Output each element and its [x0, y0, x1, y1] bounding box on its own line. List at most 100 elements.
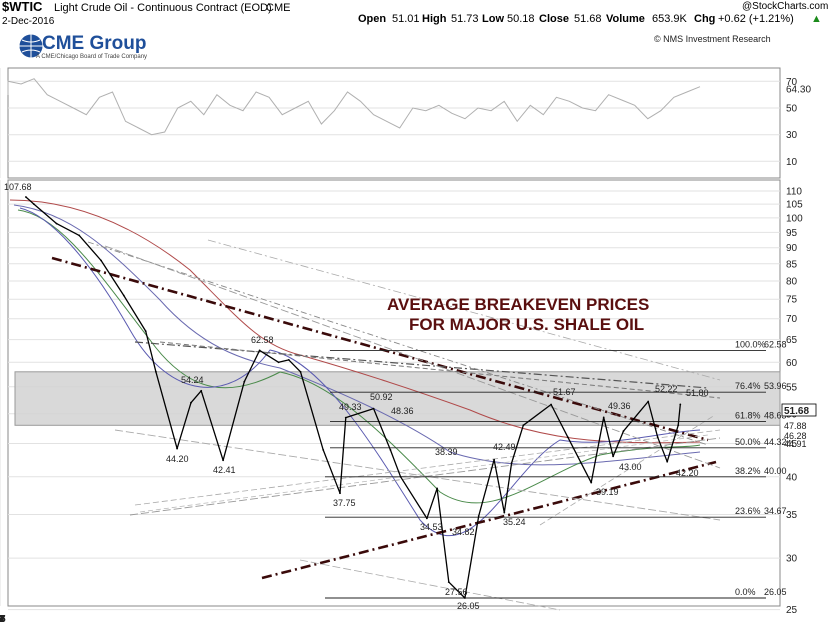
price-point [287, 359, 290, 361]
trend-line [539, 414, 716, 526]
price-point [122, 294, 125, 297]
x-tick-label: M [0, 614, 4, 625]
ma-value-tag: 44.91 [784, 439, 807, 449]
y-tick-label: 75 [786, 295, 798, 306]
price-label: 51.67 [553, 387, 576, 397]
x-tick-label: M [0, 614, 4, 625]
chart-header: $WTIC Light Crude Oil - Continuous Contr… [0, 0, 838, 30]
fib-level-label: 50.0% [735, 437, 761, 447]
x-tick-label: S [0, 614, 4, 625]
price-label: 62.58 [251, 335, 274, 345]
price-label: 38.39 [435, 447, 458, 457]
price-point [464, 597, 466, 599]
price-label: 42.41 [213, 465, 236, 475]
y-tick-label: 55 [786, 382, 798, 393]
x-tick-label: O [0, 614, 4, 625]
fib-price-label: 62.58 [764, 339, 787, 349]
x-tick-label: 17 [0, 614, 6, 625]
x-tick-label: A [0, 614, 4, 625]
fib-level-label: 76.4% [735, 381, 761, 391]
y-tick-label: 80 [786, 277, 798, 288]
y-tick-label: 45 [786, 439, 798, 450]
last-price-tag-box [781, 403, 817, 417]
fib-price-label: 44.32 [764, 437, 787, 447]
moving-average-line [17, 209, 701, 504]
x-tick-label: M [0, 614, 4, 625]
fib-price-label: 48.63 [764, 411, 787, 421]
price-point [258, 349, 261, 352]
trend-line [114, 429, 721, 521]
x-tick-label: F [0, 614, 3, 625]
price-label: 49.33 [339, 402, 362, 412]
cme-group-logo: CME Group A CME/Chicago Board of Trade C… [16, 32, 156, 62]
price-point [622, 430, 625, 433]
x-tick-label: A [0, 614, 4, 625]
x-tick-label: F [0, 614, 3, 625]
x-tick-label: J [0, 614, 3, 625]
x-tick-label: O [0, 614, 4, 625]
price-point [522, 424, 525, 427]
price-point [277, 361, 280, 364]
rsi-tick-label: 10 [786, 157, 798, 168]
price-label: 54.24 [181, 375, 204, 385]
fib-price-label: 53.96 [764, 381, 787, 391]
price-label: 35.24 [503, 517, 526, 527]
logo-name: CME Group [42, 33, 147, 54]
rsi-current-label: 64.30 [786, 84, 811, 95]
low-label: Low [482, 13, 504, 25]
price-label: 37.75 [333, 498, 356, 508]
price-label: 52.22 [655, 384, 678, 394]
price-point [436, 487, 438, 490]
price-point [190, 401, 192, 404]
high-label: High [422, 13, 447, 25]
price-point [510, 462, 513, 464]
moving-average-line [13, 204, 701, 466]
price-point [100, 259, 102, 262]
price-point [322, 449, 325, 451]
x-tick-label: D [0, 614, 4, 625]
price-label: 42.20 [676, 468, 699, 478]
x-tick-label: A [0, 614, 4, 625]
y-tick-label: 70 [786, 314, 798, 325]
low-value: 50.18 [507, 13, 535, 25]
y-tick-label: 100 [786, 213, 803, 224]
x-tick-label: J [0, 614, 3, 625]
price-label: 107.68 [4, 182, 32, 192]
price-point [200, 389, 203, 392]
x-tick-label: S [0, 614, 4, 625]
rsi-tick-label: 50 [786, 104, 798, 115]
price-label: 34.82 [452, 527, 475, 537]
price-point [426, 517, 428, 520]
x-tick-label: N [0, 614, 4, 625]
close-label: Close [539, 13, 569, 25]
y-tick-label: 30 [786, 554, 798, 565]
price-point [33, 203, 35, 206]
y-tick-label: 60 [786, 358, 798, 369]
up-arrow-icon: ▲ [811, 13, 822, 25]
rsi-line [7, 78, 701, 136]
x-tick-label: O [0, 614, 4, 625]
price-point [550, 403, 552, 406]
chg-value: +0.62 (+1.21%) [718, 13, 794, 25]
x-tick-label: J [0, 614, 3, 625]
x-tick-label: S [0, 614, 4, 625]
price-point [155, 370, 157, 373]
stockcharts-watermark: @StockCharts.com [742, 1, 829, 12]
y-tick-label: 90 [786, 243, 798, 254]
logo-subtitle: A CME/Chicago Board of Trade Company [36, 54, 148, 60]
price-point [243, 380, 246, 383]
cme-globe-icon [18, 33, 44, 59]
price-point [176, 447, 179, 450]
price-point [399, 475, 402, 478]
price-point [25, 196, 27, 198]
x-tick-label: J [0, 614, 3, 625]
x-tick-label: M [0, 614, 4, 625]
price-label: 27.56 [445, 587, 468, 597]
price-point [602, 416, 605, 419]
rsi-panel-frame [7, 67, 781, 179]
price-point [666, 460, 669, 463]
price-point [477, 515, 480, 517]
open-label: Open [358, 13, 387, 25]
price-point [647, 400, 650, 403]
